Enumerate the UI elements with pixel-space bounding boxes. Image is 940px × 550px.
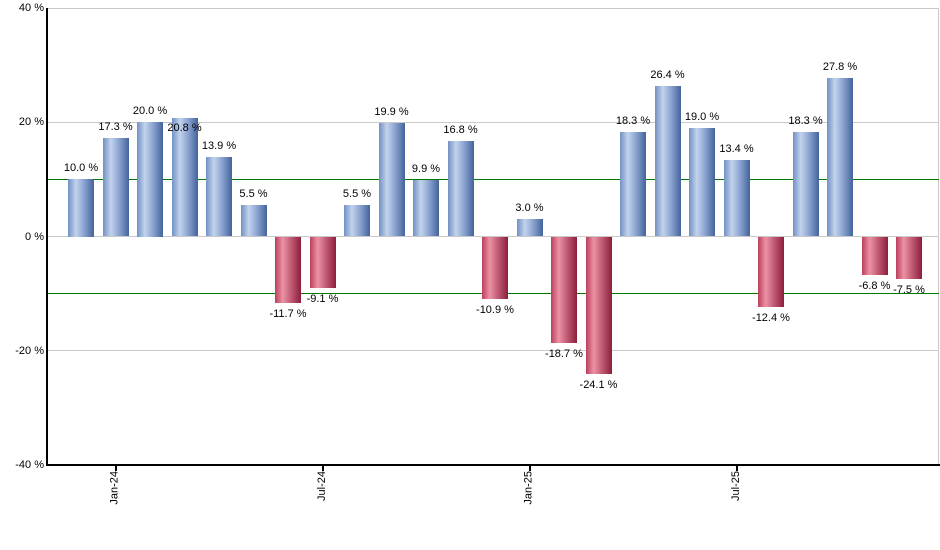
bar-value-label: -10.9 % (476, 303, 514, 316)
positive-return-bar (413, 179, 439, 237)
positive-return-bar (206, 157, 232, 237)
bar-value-label: 20.0 % (132, 105, 168, 118)
bar-value-label: -9.1 % (306, 293, 339, 306)
bar-value-label: -24.1 % (579, 379, 618, 392)
negative-return-bar (275, 236, 301, 304)
x-axis-tick-label: Jan-24 (109, 471, 121, 505)
bar-value-label: 5.5 % (239, 188, 268, 201)
positive-return-bar (516, 219, 543, 237)
positive-return-bar (137, 122, 163, 237)
positive-return-bar (378, 122, 405, 237)
bar-value-label: -18.7 % (545, 348, 583, 361)
positive-return-bar (689, 127, 715, 237)
bar-value-label: -12.4 % (752, 312, 790, 325)
bar-value-label: -6.8 % (858, 280, 891, 293)
positive-return-bar (723, 159, 750, 237)
y-axis-tick-label: -20 % (15, 344, 44, 357)
plot-right-border (938, 8, 939, 465)
x-axis-tick (528, 466, 531, 471)
x-axis-tick (735, 466, 738, 471)
bar-value-label: 20.8 % (167, 121, 202, 134)
y-axis-tick-label: -40 % (15, 459, 44, 471)
bar-value-label: 9.9 % (411, 162, 441, 175)
bar-value-label: 19.9 % (374, 105, 409, 118)
bar-value-label: 18.3 % (615, 114, 651, 127)
bar-value-label: 16.8 % (443, 123, 478, 136)
positive-return-bar (447, 140, 474, 237)
negative-return-bar (551, 236, 577, 344)
positive-return-bar (68, 179, 94, 237)
positive-return-bar (344, 205, 370, 237)
gridline (48, 7, 939, 9)
bar-value-label: 17.3 % (98, 120, 133, 133)
bar-value-label: -11.7 % (269, 308, 307, 321)
x-axis-tick-label: Jul-24 (316, 471, 328, 501)
positive-return-bar (654, 85, 681, 237)
negative-return-bar (585, 236, 612, 375)
bar-value-label: 19.0 % (684, 110, 720, 123)
negative-return-bar (758, 236, 784, 308)
bar-value-label: -7.5 % (893, 284, 925, 297)
positive-return-bar (827, 77, 853, 237)
y-axis-tick-label: 0 % (25, 230, 44, 243)
positive-return-bar (102, 137, 129, 237)
x-axis-tick (114, 466, 117, 471)
y-axis-tick-label: 20 % (18, 116, 44, 129)
y-axis-line (46, 8, 48, 466)
x-axis-tick-label: Jul-25 (730, 471, 742, 501)
bar-value-label: 13.4 % (719, 142, 754, 155)
reference-line (48, 178, 939, 180)
negative-return-bar (861, 236, 888, 276)
bar-value-label: 5.5 % (342, 188, 372, 201)
bar-value-label: 10.0 % (63, 162, 99, 175)
bar-value-label: 27.8 % (822, 60, 858, 73)
negative-return-bar (482, 236, 508, 299)
bar-value-label: 3.0 % (515, 202, 544, 215)
y-axis-tick-label: 40 % (18, 2, 44, 14)
positive-return-bar (792, 131, 819, 237)
positive-return-bar (620, 131, 646, 237)
x-axis-tick-label: Jan-25 (523, 471, 535, 505)
positive-return-bar (240, 205, 267, 237)
negative-return-bar (896, 236, 922, 280)
gridline (48, 121, 939, 123)
x-axis-tick (321, 466, 324, 471)
gridline (48, 350, 939, 352)
negative-return-bar (309, 236, 336, 289)
bar-value-label: 13.9 % (201, 140, 237, 153)
positive-return-bar (171, 117, 198, 237)
x-axis-line (46, 464, 940, 466)
bar-value-label: 18.3 % (788, 114, 823, 127)
bar-value-label: 26.4 % (650, 68, 685, 81)
